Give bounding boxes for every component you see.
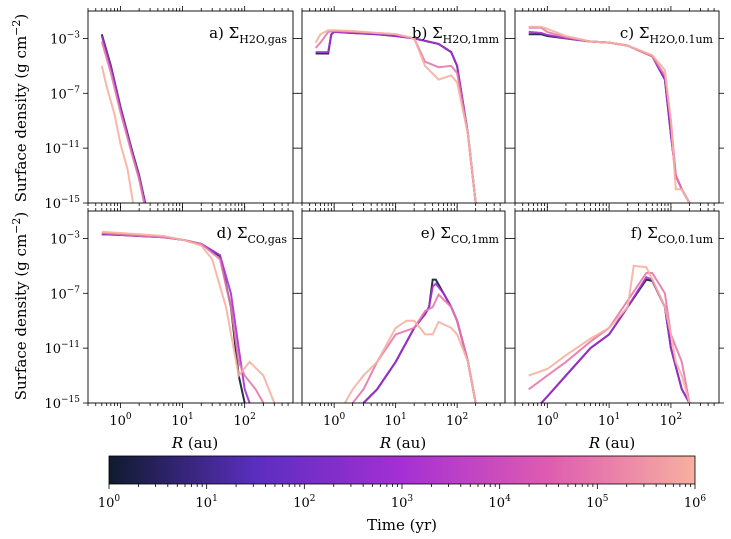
colorbar-tick-label-2: 102 xyxy=(293,494,315,511)
series-line-f-3 xyxy=(528,264,691,403)
x-tick-label-e-1: 101 xyxy=(385,412,407,429)
series-line-a-3 xyxy=(100,65,135,203)
panel-title-b: b) ΣH2O,1mm xyxy=(412,24,500,46)
panel-f-frame xyxy=(514,210,720,404)
y-axis-label-bottom: Surface density (g cm−2) xyxy=(10,212,30,400)
panel-title-d: d) ΣCO,gas xyxy=(217,224,288,246)
y-tick-label-d-3: 10−15 xyxy=(44,395,80,412)
panel-b-frame xyxy=(301,10,506,204)
colorbar-label: Time (yr) xyxy=(367,516,437,534)
panel-a: 10−3 10−7 10−11 10−15 a) ΣH2O,gas xyxy=(44,6,298,212)
y-tick-label-a-3: 10−15 xyxy=(44,195,80,212)
series-line-f-0 xyxy=(540,278,691,403)
x-tick-label-d-1: 101 xyxy=(171,412,193,429)
x-tick-label-e-0: 100 xyxy=(323,412,346,429)
panel-d-frame xyxy=(87,210,294,404)
colorbar: 100 101 102 103 104 105 106 Time (yr) xyxy=(98,455,707,534)
y-tick-label-a-2: 10−11 xyxy=(44,140,80,157)
panel-title-c: c) ΣH2O,0.1um xyxy=(620,24,714,46)
panel-e: 100 101 102 e) ΣCO,1mm xyxy=(297,206,510,429)
y-tick-label-a-1: 10−7 xyxy=(50,85,80,102)
panel-f-series xyxy=(528,264,691,403)
colorbar-tick-label-5: 105 xyxy=(586,494,609,511)
y-axis-label-top: Surface density (g cm−2) xyxy=(10,14,30,202)
series-line-b-3 xyxy=(314,29,477,203)
x-axis-label-2: R (au) xyxy=(379,434,426,452)
x-tick-label-f-1: 101 xyxy=(598,412,620,429)
panel-title-a: a) ΣH2O,gas xyxy=(209,24,287,46)
series-line-d-0 xyxy=(101,233,246,403)
y-tick-label-d-2: 10−11 xyxy=(44,340,80,357)
series-line-b-1 xyxy=(315,30,477,203)
series-line-f-1 xyxy=(540,275,691,403)
panel-e-series xyxy=(344,278,477,403)
colorbar-bar xyxy=(108,455,696,485)
x-tick-label-d-0: 100 xyxy=(109,412,132,429)
series-line-e-2 xyxy=(351,292,477,403)
series-line-d-2 xyxy=(101,232,265,403)
series-line-c-2 xyxy=(528,26,691,203)
series-line-c-3 xyxy=(528,25,691,203)
panel-d-series xyxy=(101,230,276,403)
panel-f: 100 101 102 f) ΣCO,0.1um xyxy=(510,206,724,429)
series-line-f-2 xyxy=(528,272,691,403)
panel-b-series xyxy=(314,29,477,203)
panel-c: c) ΣH2O,0.1um xyxy=(510,6,724,208)
series-line-e-1 xyxy=(362,282,477,403)
panel-a-frame xyxy=(87,10,294,204)
series-line-e-3 xyxy=(344,319,477,403)
colorbar-tick-label-6: 106 xyxy=(684,494,707,511)
colorbar-tick-label-0: 100 xyxy=(98,494,121,511)
x-axis-label-1: R (au) xyxy=(171,434,218,452)
colorbar-tick-label-3: 103 xyxy=(391,494,414,511)
colorbar-tick-label-1: 101 xyxy=(196,494,218,511)
panel-b: b) ΣH2O,1mm xyxy=(297,6,510,208)
series-line-c-1 xyxy=(528,30,691,203)
series-line-b-0 xyxy=(315,30,477,203)
panel-title-f: f) ΣCO,0.1um xyxy=(631,224,714,246)
series-line-c-0 xyxy=(528,33,691,203)
x-tick-label-f-0: 100 xyxy=(536,412,559,429)
panel-c-series xyxy=(528,25,691,203)
panel-d: 100 101 102 10−3 10−7 10−11 10−15 d) ΣCO,gas xyxy=(44,206,298,429)
series-line-d-3 xyxy=(101,230,276,403)
panel-a-series xyxy=(100,34,147,203)
y-tick-label-a-0: 10−3 xyxy=(50,30,80,47)
x-tick-label-e-2: 102 xyxy=(446,412,468,429)
x-tick-label-f-2: 102 xyxy=(660,412,682,429)
series-line-a-2 xyxy=(100,41,146,203)
panel-title-e: e) ΣCO,1mm xyxy=(421,224,500,246)
colorbar-tick-label-4: 104 xyxy=(489,494,512,511)
y-tick-label-d-0: 10−3 xyxy=(50,230,80,247)
x-tick-label-d-2: 102 xyxy=(234,412,256,429)
panel-e-frame xyxy=(301,210,506,404)
series-line-b-2 xyxy=(314,29,477,203)
y-tick-label-d-1: 10−7 xyxy=(50,285,80,302)
x-axis-label-3: R (au) xyxy=(588,434,635,452)
panel-c-frame xyxy=(514,10,720,204)
